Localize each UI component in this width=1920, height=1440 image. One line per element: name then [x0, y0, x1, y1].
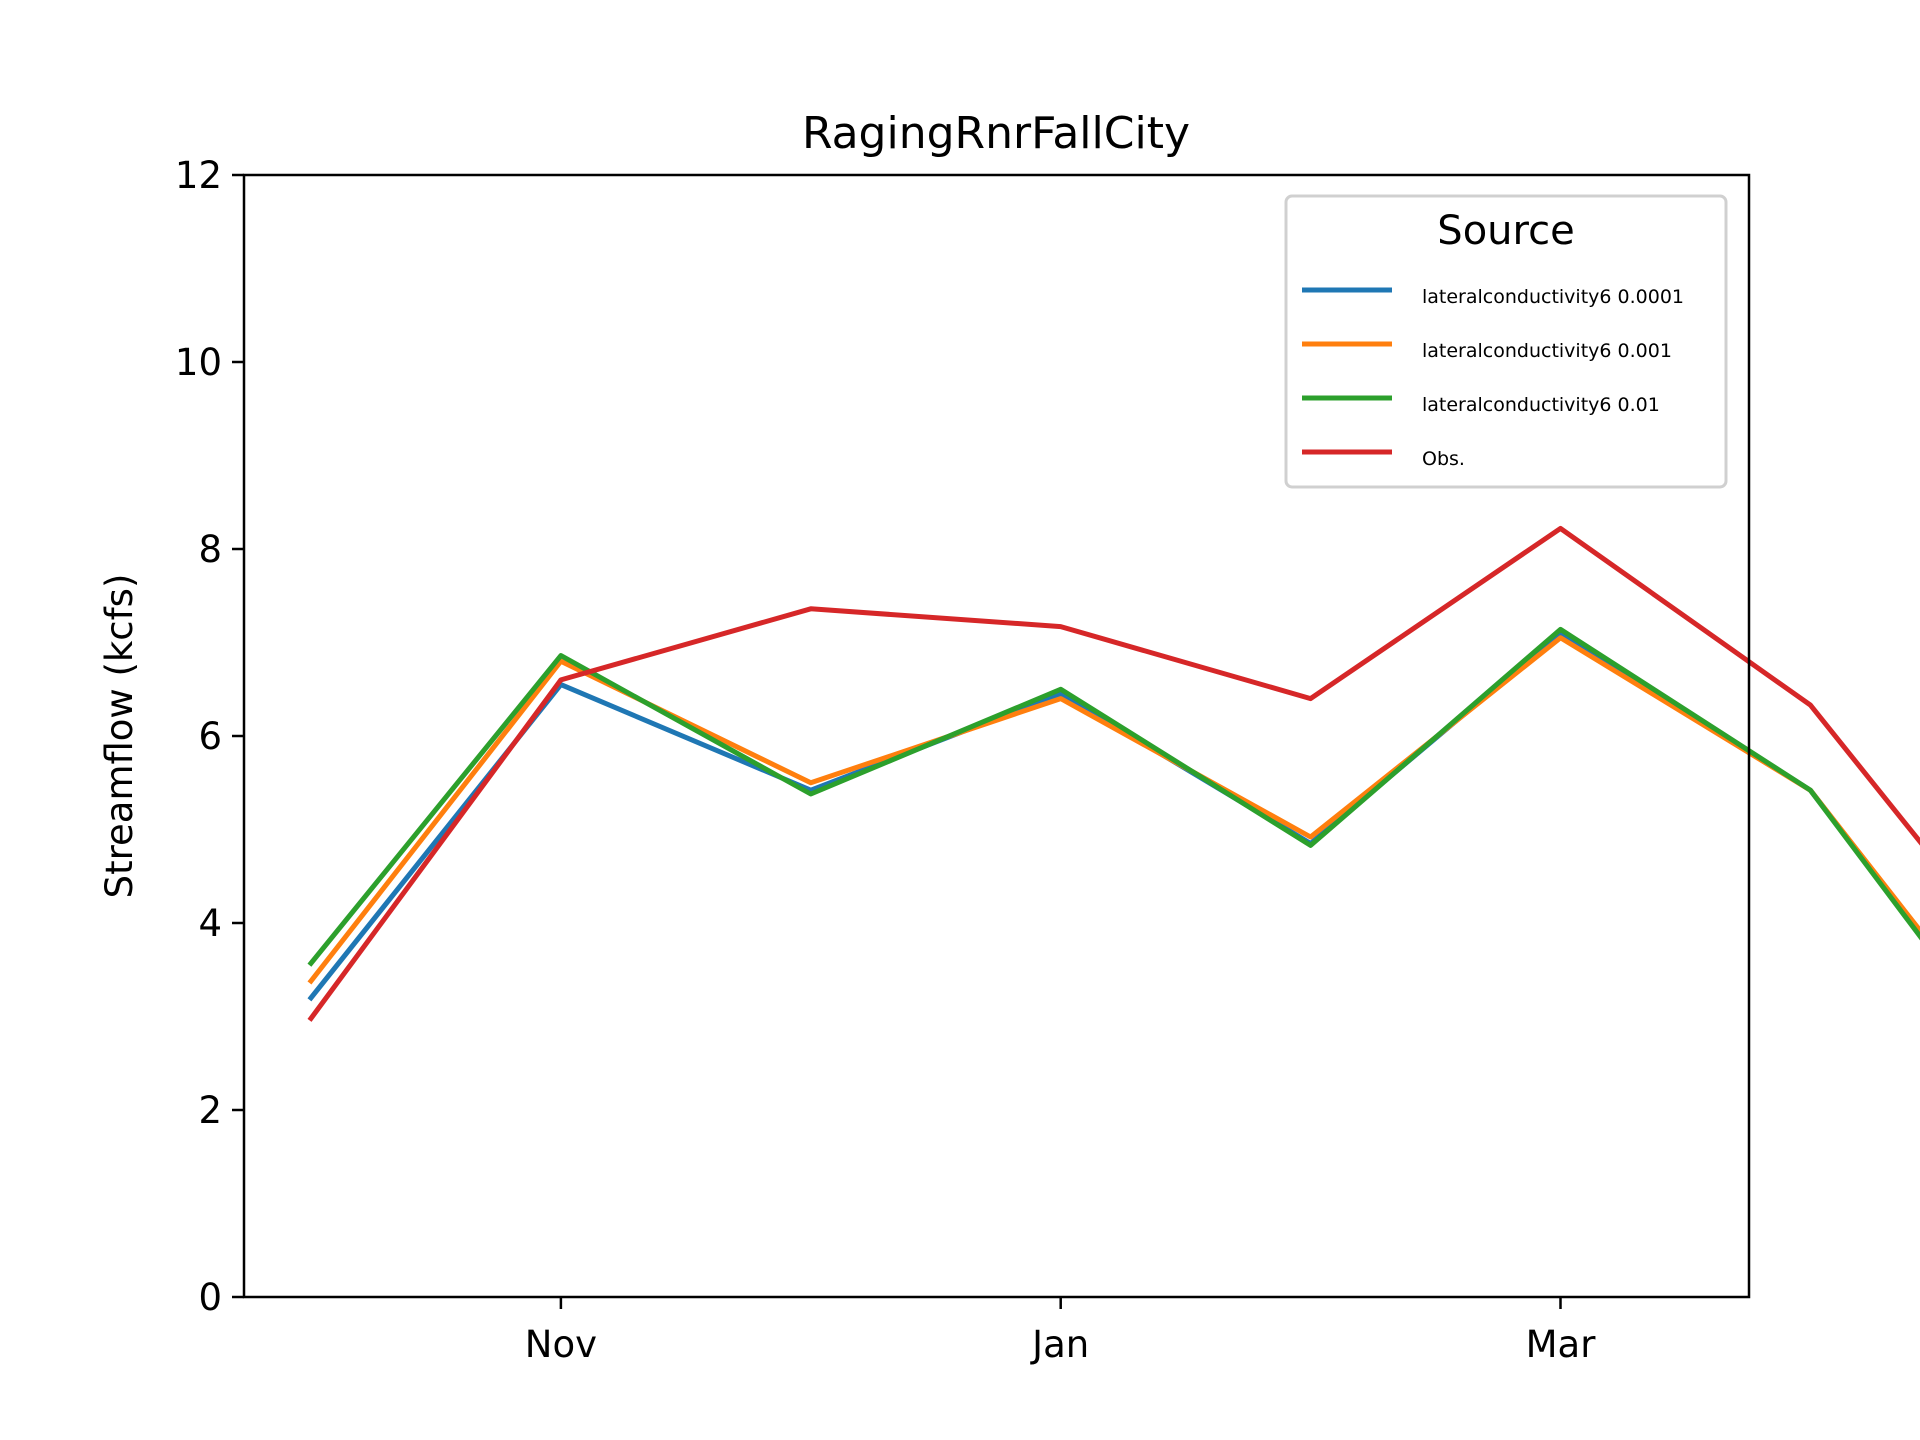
legend-label: lateralconductivity6 0.001 — [1422, 340, 1672, 362]
y-tick-label: 8 — [198, 528, 222, 571]
series-line-2 — [307, 635, 1920, 985]
series-line-4 — [307, 525, 1920, 1022]
legend-items: lateralconductivity6 0.0001 lateralconduc… — [1302, 286, 1684, 470]
x-axis: NovJanMarMayJulSep — [525, 1297, 1597, 1366]
x-tick-label: Nov — [525, 1323, 597, 1366]
legend-label: Obs. — [1422, 448, 1465, 470]
legend-title: Source — [1437, 208, 1574, 254]
y-tick-label: 0 — [198, 1276, 222, 1319]
series-line-3 — [307, 626, 1920, 967]
series-lines — [307, 525, 1920, 1022]
y-axis-label: Streamflow (kcfs) — [98, 574, 141, 899]
y-tick-label: 4 — [198, 902, 222, 945]
legend-label: lateralconductivity6 0.0001 — [1422, 286, 1684, 308]
chart-title: RagingRnrFallCity — [802, 108, 1190, 159]
y-tick-label: 10 — [175, 341, 222, 384]
legend: Source lateralconductivity6 0.0001latera… — [1284, 194, 1728, 489]
y-tick-label: 2 — [198, 1089, 222, 1132]
x-tick-label: Mar — [1526, 1323, 1597, 1366]
legend-label: lateralconductivity6 0.01 — [1422, 394, 1660, 416]
y-tick-label: 12 — [175, 154, 222, 197]
y-axis: 0 2 4 6 8 10 12 — [175, 154, 244, 1319]
legend-box — [1284, 194, 1728, 489]
plot-frame — [242, 173, 1751, 1299]
y-tick-label: 6 — [198, 715, 222, 758]
x-tick-label: Jan — [1030, 1323, 1089, 1366]
